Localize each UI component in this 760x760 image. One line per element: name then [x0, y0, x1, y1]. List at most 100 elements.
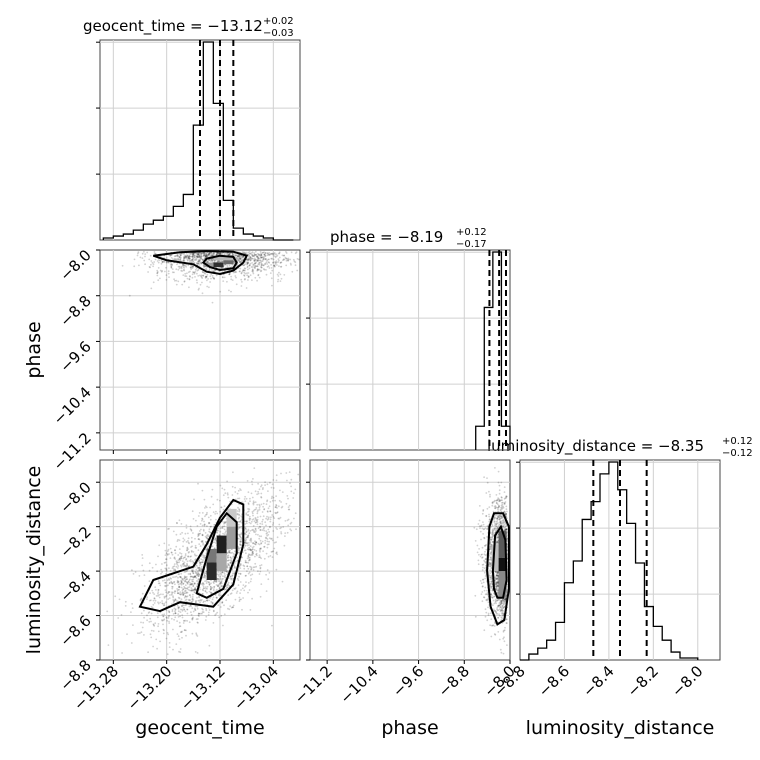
sample-point [244, 539, 247, 542]
sample-point [278, 499, 281, 502]
sample-point [166, 653, 169, 656]
sample-point [260, 266, 263, 269]
sample-point [162, 632, 165, 635]
sample-point [256, 523, 259, 526]
density-cell [213, 256, 234, 261]
sample-point [254, 250, 257, 253]
sample-point [197, 515, 200, 517]
sample-point [201, 540, 204, 542]
sample-point [205, 607, 208, 610]
sample-point [258, 506, 261, 509]
sample-point [216, 531, 219, 534]
sample-point [230, 290, 232, 293]
sample-point [195, 255, 198, 257]
sample-point [154, 252, 157, 255]
sample-point [175, 259, 178, 261]
sample-point [218, 580, 220, 583]
sample-point [240, 272, 243, 275]
sample-point [229, 593, 232, 595]
sample-point [200, 258, 203, 260]
sample-point [259, 522, 262, 525]
sample-point [160, 572, 162, 575]
sample-point [293, 492, 295, 494]
sample-point [181, 560, 184, 562]
sample-point [199, 598, 202, 601]
sample-point [200, 255, 203, 257]
sample-point [167, 615, 170, 618]
sample-point [186, 608, 189, 611]
sample-point [189, 596, 192, 598]
sample-point [285, 252, 288, 254]
sample-point [218, 587, 221, 589]
sample-point [144, 263, 147, 266]
sample-point [252, 542, 255, 544]
sample-point [205, 275, 208, 278]
sample-point [210, 259, 213, 262]
sample-point [260, 492, 263, 495]
sample-point [176, 540, 179, 542]
sample-point [237, 258, 240, 261]
sample-point [217, 260, 220, 263]
sample-point [291, 270, 294, 273]
sample-point [209, 588, 212, 591]
sample-point [217, 578, 219, 580]
sample-point [254, 527, 257, 530]
sample-point [261, 523, 264, 525]
sample-point [175, 283, 178, 286]
sample-point [189, 583, 192, 586]
sample-point [227, 559, 229, 562]
sample-point [195, 267, 198, 270]
sample-point [204, 255, 207, 257]
sample-point [198, 530, 201, 532]
sample-point [190, 266, 193, 269]
sample-point [197, 255, 200, 258]
sample-point [190, 587, 193, 589]
sample-point [191, 570, 194, 572]
sample-point [240, 258, 243, 260]
sample-point [249, 500, 251, 503]
sample-point [188, 599, 191, 602]
sample-point [243, 252, 245, 254]
sample-point [252, 500, 255, 503]
sample-point [264, 484, 266, 486]
sample-point [140, 621, 142, 624]
sample-point [172, 595, 174, 598]
sample-point [266, 540, 269, 543]
sample-point [201, 598, 203, 601]
sample-point [230, 275, 233, 278]
sample-point [162, 628, 165, 631]
sample-point [206, 253, 209, 256]
sample-point [175, 522, 178, 524]
sample-point [205, 254, 208, 257]
sample-point [479, 580, 482, 582]
sample-point [245, 287, 248, 289]
sample-point [250, 257, 253, 260]
sample-point [126, 633, 128, 636]
sample-point [294, 261, 297, 264]
sample-point [263, 253, 266, 256]
sample-point [242, 564, 245, 567]
sample-point [205, 276, 208, 278]
sample-point [197, 575, 200, 577]
sample-point [199, 561, 202, 564]
sample-point [197, 580, 200, 582]
sample-point [267, 555, 270, 558]
sample-point [196, 567, 199, 569]
sample-point [236, 512, 239, 515]
sample-point [163, 629, 165, 632]
sample-point [181, 531, 184, 534]
sample-point [141, 257, 144, 259]
sample-point [247, 272, 250, 274]
sample-point [253, 508, 256, 511]
sample-point [171, 263, 174, 266]
sample-point [205, 252, 208, 255]
sample-point [208, 253, 210, 255]
sample-point [208, 522, 211, 524]
sample-point [256, 256, 259, 258]
sample-point [182, 259, 185, 262]
sample-point [236, 556, 238, 559]
sample-point [280, 265, 283, 268]
sample-point [223, 570, 226, 573]
sample-point [505, 618, 508, 621]
sample-point [271, 514, 274, 516]
